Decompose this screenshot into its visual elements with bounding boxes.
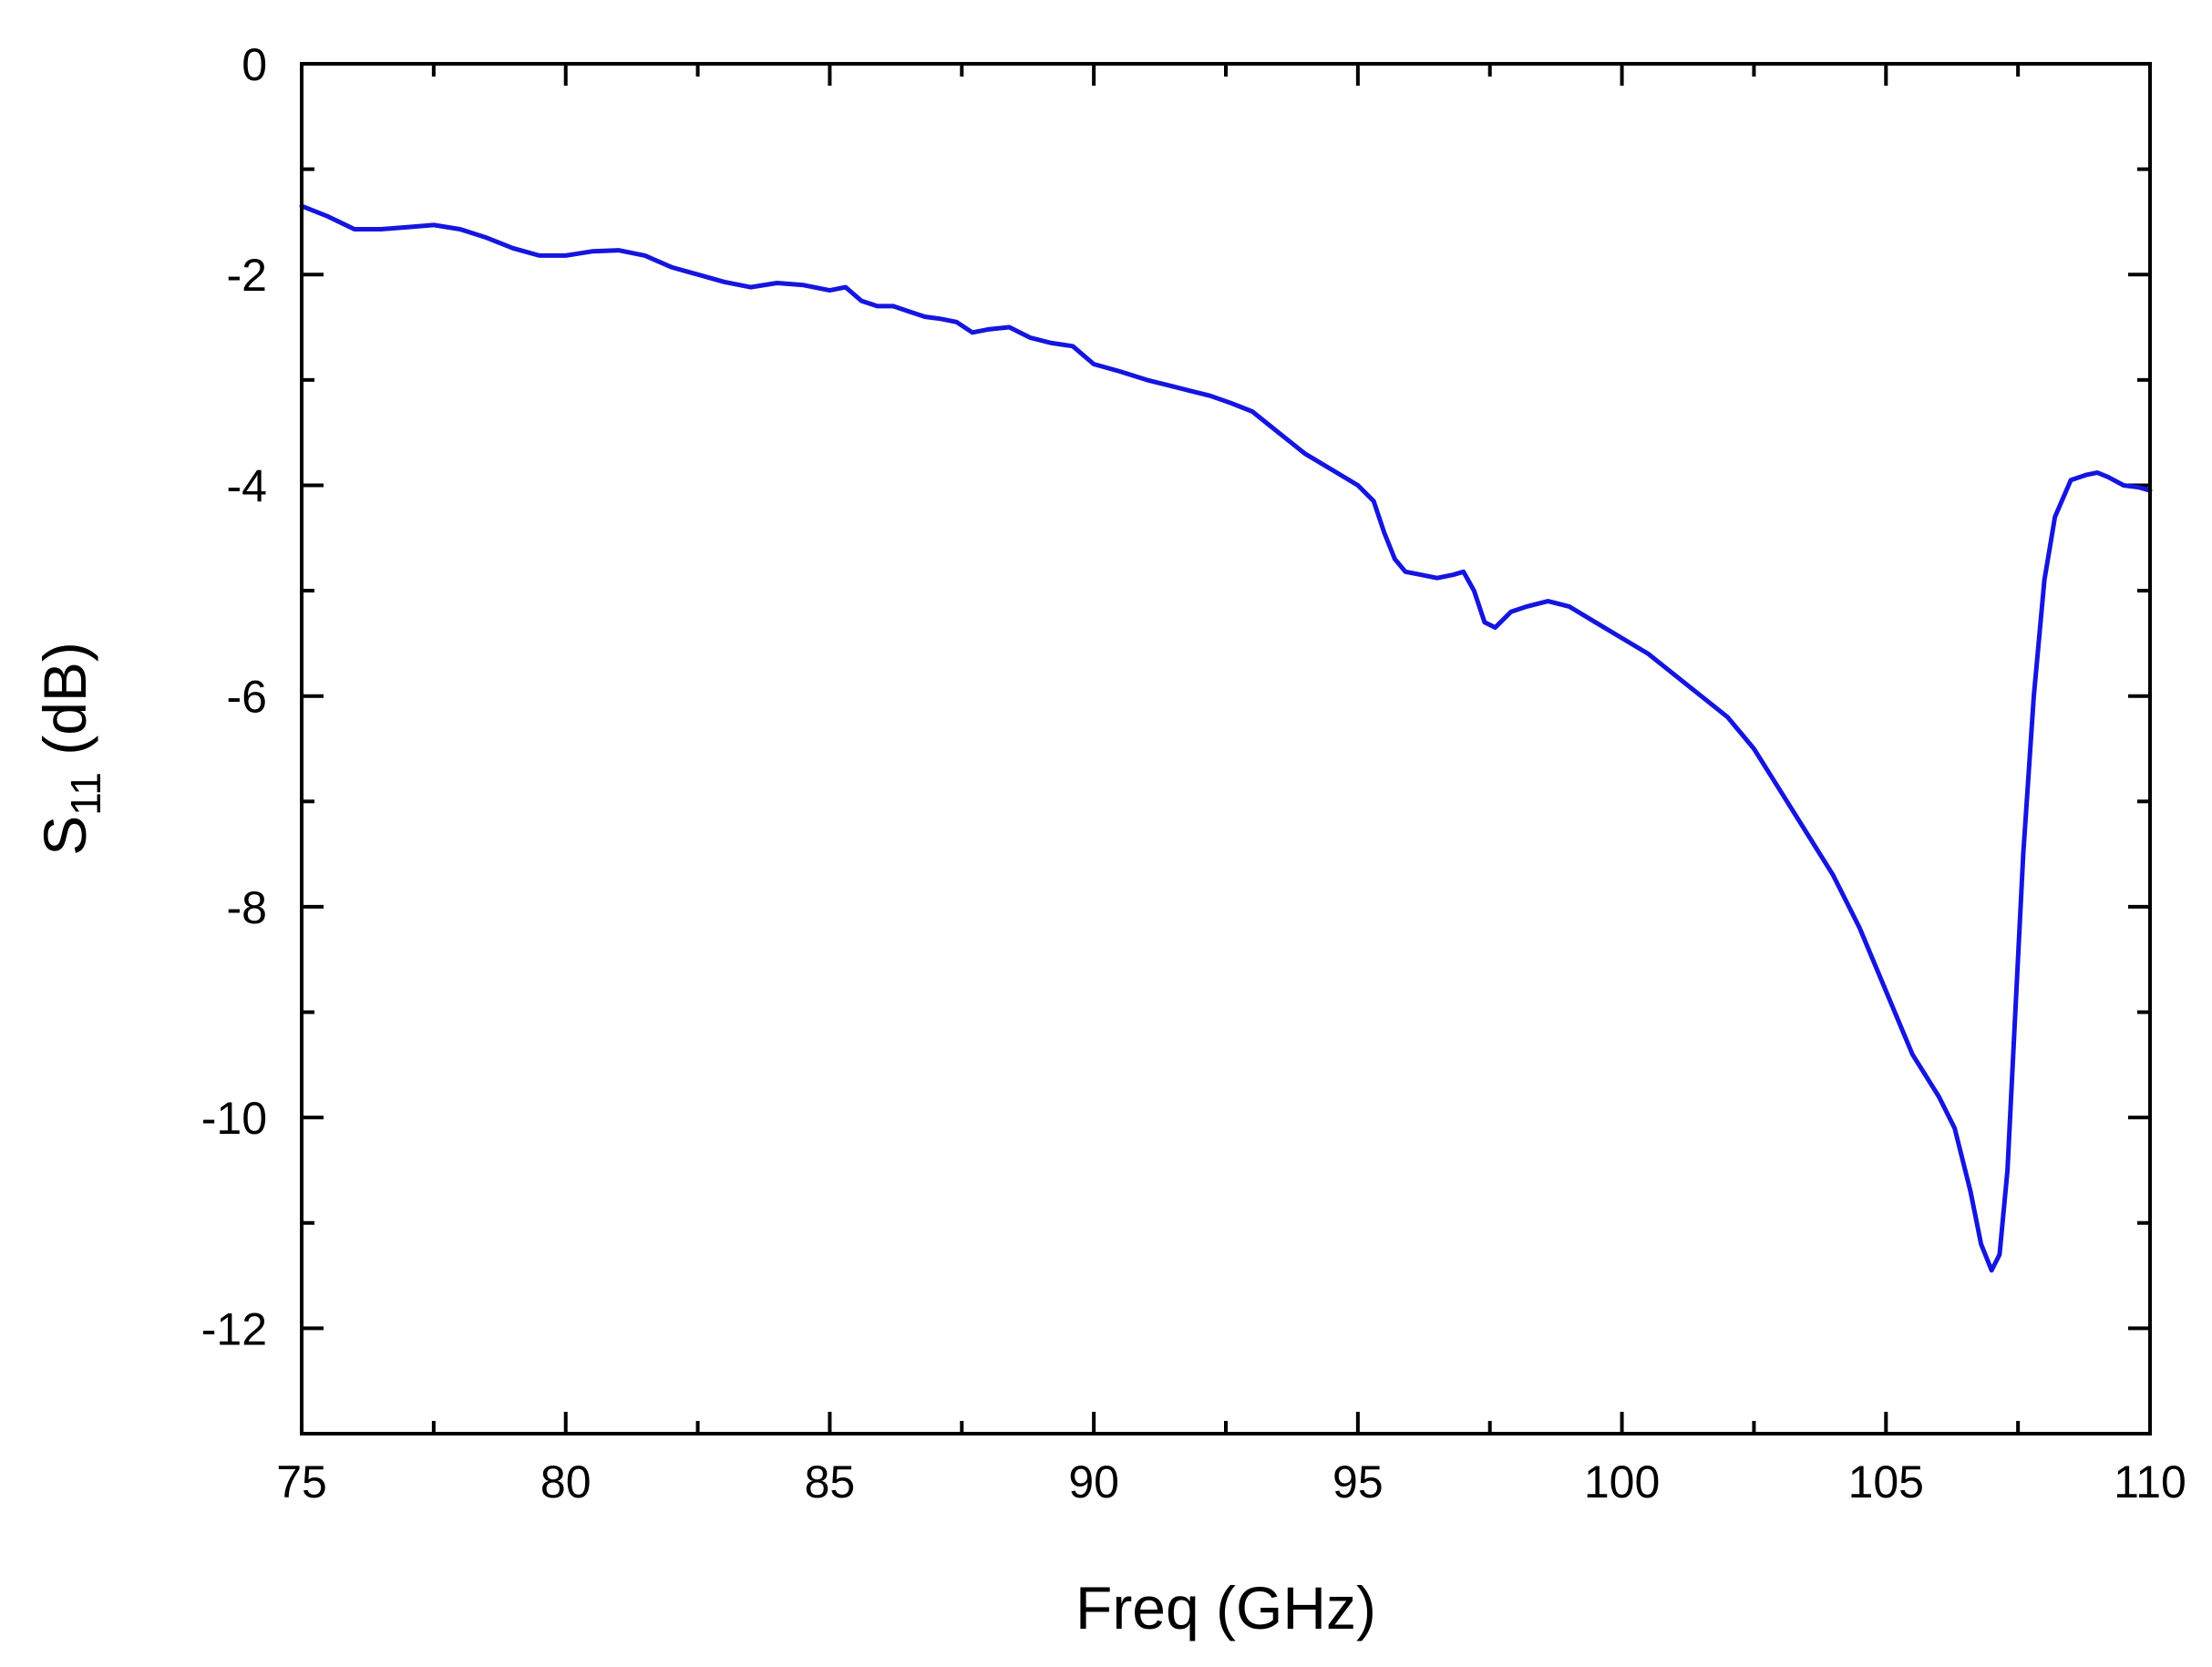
y-tick-label: -10 bbox=[201, 1093, 267, 1144]
x-axis-title: Freq (GHz) bbox=[1075, 1574, 1376, 1641]
y-axis-title-unit: (dB) bbox=[31, 642, 98, 772]
x-tick-label: 75 bbox=[276, 1456, 327, 1508]
x-tick-label: 95 bbox=[1332, 1456, 1384, 1508]
x-tick-label: 85 bbox=[805, 1456, 856, 1508]
x-tick-label: 90 bbox=[1068, 1456, 1119, 1508]
y-tick-label: -4 bbox=[227, 460, 267, 511]
series-line bbox=[299, 203, 2153, 1273]
y-tick-label: -2 bbox=[227, 250, 267, 301]
y-tick-label: 0 bbox=[242, 39, 267, 90]
y-axis-title-subscript: 11 bbox=[62, 772, 109, 816]
y-axis-title: S11 (dB) bbox=[31, 642, 109, 856]
plot-frame bbox=[300, 62, 2152, 1435]
y-axis-title-main: S bbox=[31, 816, 98, 856]
x-tick-label: 80 bbox=[540, 1456, 592, 1508]
ticks-layer bbox=[300, 62, 2152, 1435]
x-tick-label: 105 bbox=[1848, 1456, 1924, 1508]
x-tick-labels: 75 80 85 90 95 100 105 110 bbox=[276, 1456, 2186, 1508]
y-tick-label: -6 bbox=[227, 672, 267, 723]
x-tick-label: 110 bbox=[2114, 1456, 2186, 1508]
x-tick-label: 100 bbox=[1584, 1456, 1660, 1508]
y-tick-label: -12 bbox=[201, 1303, 267, 1354]
y-tick-labels: 0 -2 -4 -6 -8 -10 -12 bbox=[201, 39, 267, 1354]
y-tick-label: -8 bbox=[227, 882, 267, 933]
